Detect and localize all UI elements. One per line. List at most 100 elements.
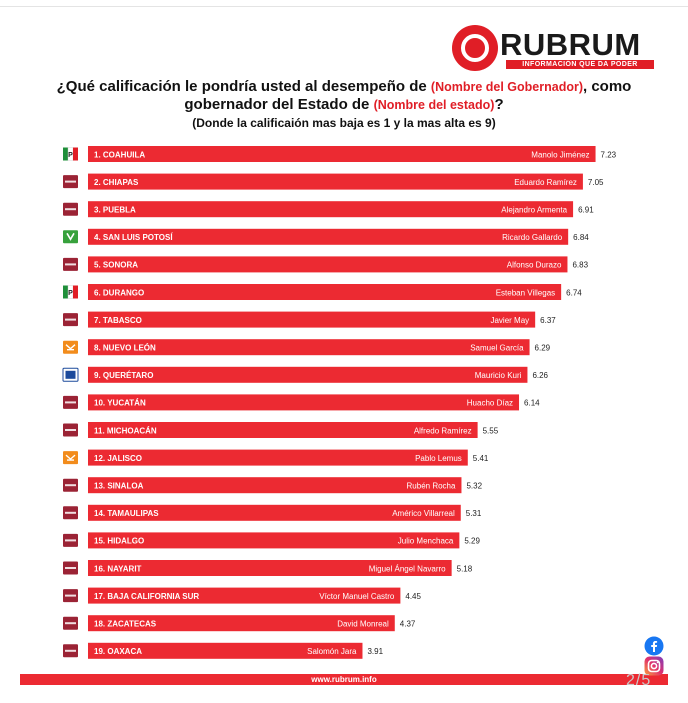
top-divider — [0, 6, 688, 7]
bar-value-label: 5.29 — [464, 537, 480, 546]
bar-state-label: 12. JALISCO — [94, 454, 142, 463]
mc-party-logo-icon — [63, 451, 78, 465]
bar-state-label: 6. DURANGO — [94, 288, 144, 297]
bar-state-label: 7. TABASCO — [94, 316, 142, 325]
pan-party-logo-icon — [62, 367, 79, 382]
bar-value-label: 6.14 — [524, 399, 540, 408]
bar-value-label: 7.05 — [588, 178, 604, 187]
bar-value-label: 6.84 — [573, 233, 589, 242]
pri-party-logo-icon: P — [63, 147, 78, 161]
footer-website[interactable]: www.rubrum.info — [20, 674, 668, 685]
bar — [88, 228, 569, 245]
bar-value-label: 4.45 — [405, 592, 421, 601]
bar-governor-label: Huacho Díaz — [467, 399, 513, 408]
bar-value-label: 6.37 — [540, 316, 556, 325]
morena-party-logo-icon — [63, 257, 78, 271]
morena-party-logo-icon — [63, 175, 78, 189]
bar-governor-label: Américo Villarreal — [392, 509, 455, 518]
bar-governor-label: Mauricio Kuri — [475, 371, 522, 380]
morena-party-logo-icon — [63, 313, 78, 327]
bar — [88, 146, 596, 162]
bar-governor-label: Esteban Villegas — [496, 288, 555, 297]
bar — [88, 339, 530, 356]
morena-party-logo-icon — [63, 423, 78, 437]
rubrum-logo: RUBRUM INFORMACIÓN QUE DA PODER — [452, 25, 660, 73]
title-part-3: ? — [494, 96, 504, 113]
morena-party-logo-icon — [63, 616, 78, 630]
bar-state-label: 14. TAMAULIPAS — [94, 509, 159, 518]
bar-state-label: 16. NAYARIT — [94, 564, 142, 573]
bar — [88, 256, 568, 273]
bar-governor-label: David Monreal — [337, 620, 389, 629]
bar-governor-label: Ricardo Gallardo — [502, 233, 563, 242]
bar-row: 15. HIDALGO Julio Menchaca 5.29 — [63, 532, 480, 549]
bar-row: 4. SAN LUIS POTOSÍ Ricardo Gallardo 6.84 — [63, 228, 589, 245]
bar — [88, 504, 461, 521]
bar-value-label: 5.18 — [457, 564, 473, 573]
bar-state-label: 10. YUCATÁN — [94, 399, 146, 408]
svg-text:P: P — [68, 152, 73, 159]
bar — [88, 173, 583, 190]
bar-value-label: 3.91 — [367, 647, 383, 656]
bar-row: 2. CHIAPAS Eduardo Ramírez 7.05 — [63, 173, 604, 190]
bar-row: 5. SONORA Alfonso Durazo 6.83 — [63, 256, 589, 273]
bar-state-label: 3. PUEBLA — [94, 206, 136, 215]
bar-value-label: 5.41 — [473, 454, 489, 463]
bar-value-label: 7.23 — [601, 150, 617, 159]
bar-value-label: 4.37 — [400, 620, 416, 629]
bar-state-label: 2. CHIAPAS — [94, 178, 139, 187]
bar-row: 11. MICHOACÁN Alfredo Ramírez 5.55 — [63, 422, 499, 438]
page-indicator: 2/5 — [626, 672, 652, 689]
title-placeholder-state: (Nombre del estado) — [373, 98, 495, 112]
morena-party-logo-icon — [63, 589, 78, 603]
bar — [88, 201, 574, 218]
bar — [88, 284, 562, 300]
logo-tagline: INFORMACIÓN QUE DA PODER — [506, 60, 654, 69]
bar-value-label: 6.83 — [572, 261, 588, 270]
bar-row: 12. JALISCO Pablo Lemus 5.41 — [63, 449, 489, 466]
bar-governor-label: Samuel García — [470, 344, 524, 353]
title-part-2: , como gobernador del Estado de — [184, 78, 632, 113]
morena-party-logo-icon — [63, 533, 78, 547]
pri-party-logo-icon: P — [63, 285, 78, 299]
bar-state-label: 11. MICHOACÁN — [94, 426, 157, 435]
bar — [88, 477, 462, 494]
title-part-1: ¿Qué calificación le pondría usted al de… — [56, 78, 431, 95]
bar — [88, 642, 363, 659]
bar — [88, 532, 460, 549]
bar-row: 18. ZACATECAS David Monreal 4.37 — [63, 615, 416, 632]
chart-title: ¿Qué calificación le pondría usted al de… — [20, 78, 668, 114]
bar-row: P 1. COAHUILA Manolo Jiménez 7.23 — [63, 146, 617, 162]
bar-row: 19. OAXACA Salomón Jara 3.91 — [63, 642, 384, 659]
bar-governor-label: Julio Menchaca — [398, 537, 454, 546]
svg-text:P: P — [68, 290, 73, 297]
bar-row: 17. BAJA CALIFORNIA SUR Víctor Manuel Cas… — [63, 587, 422, 604]
bar-state-label: 5. SONORA — [94, 261, 138, 270]
bar-governor-label: Alfredo Ramírez — [414, 426, 472, 435]
chart-subtitle: (Donde la calificaión mas baja es 1 y la… — [192, 116, 496, 130]
bar-state-label: 19. OAXACA — [94, 647, 142, 656]
bar-state-label: 4. SAN LUIS POTOSÍ — [94, 233, 173, 242]
bar-governor-label: Miguel Ángel Navarro — [369, 564, 446, 573]
mc-party-logo-icon — [63, 340, 78, 354]
bar-row: 14. TAMAULIPAS Américo Villarreal 5.31 — [63, 504, 482, 521]
bar-value-label: 6.91 — [578, 206, 594, 215]
bar-state-label: 15. HIDALGO — [94, 537, 144, 546]
bar-governor-label: Alfonso Durazo — [507, 261, 562, 270]
bar-state-label: 13. SINALOA — [94, 482, 144, 491]
bar — [88, 449, 468, 466]
bar-state-label: 18. ZACATECAS — [94, 620, 157, 629]
bar-governor-label: Salomón Jara — [307, 647, 357, 656]
morena-party-logo-icon — [63, 478, 78, 492]
facebook-icon[interactable] — [644, 636, 664, 656]
bar — [88, 394, 520, 411]
bar-row: 16. NAYARIT Miguel Ángel Navarro 5.18 — [63, 560, 473, 576]
bar-governor-label: Pablo Lemus — [415, 454, 462, 463]
bar-governor-label: Víctor Manuel Castro — [319, 592, 395, 601]
morena-party-logo-icon — [63, 506, 78, 520]
bar — [88, 366, 528, 383]
morena-party-logo-icon — [63, 395, 78, 409]
instagram-icon[interactable] — [644, 656, 664, 676]
bar-governor-label: Manolo Jiménez — [531, 150, 589, 159]
